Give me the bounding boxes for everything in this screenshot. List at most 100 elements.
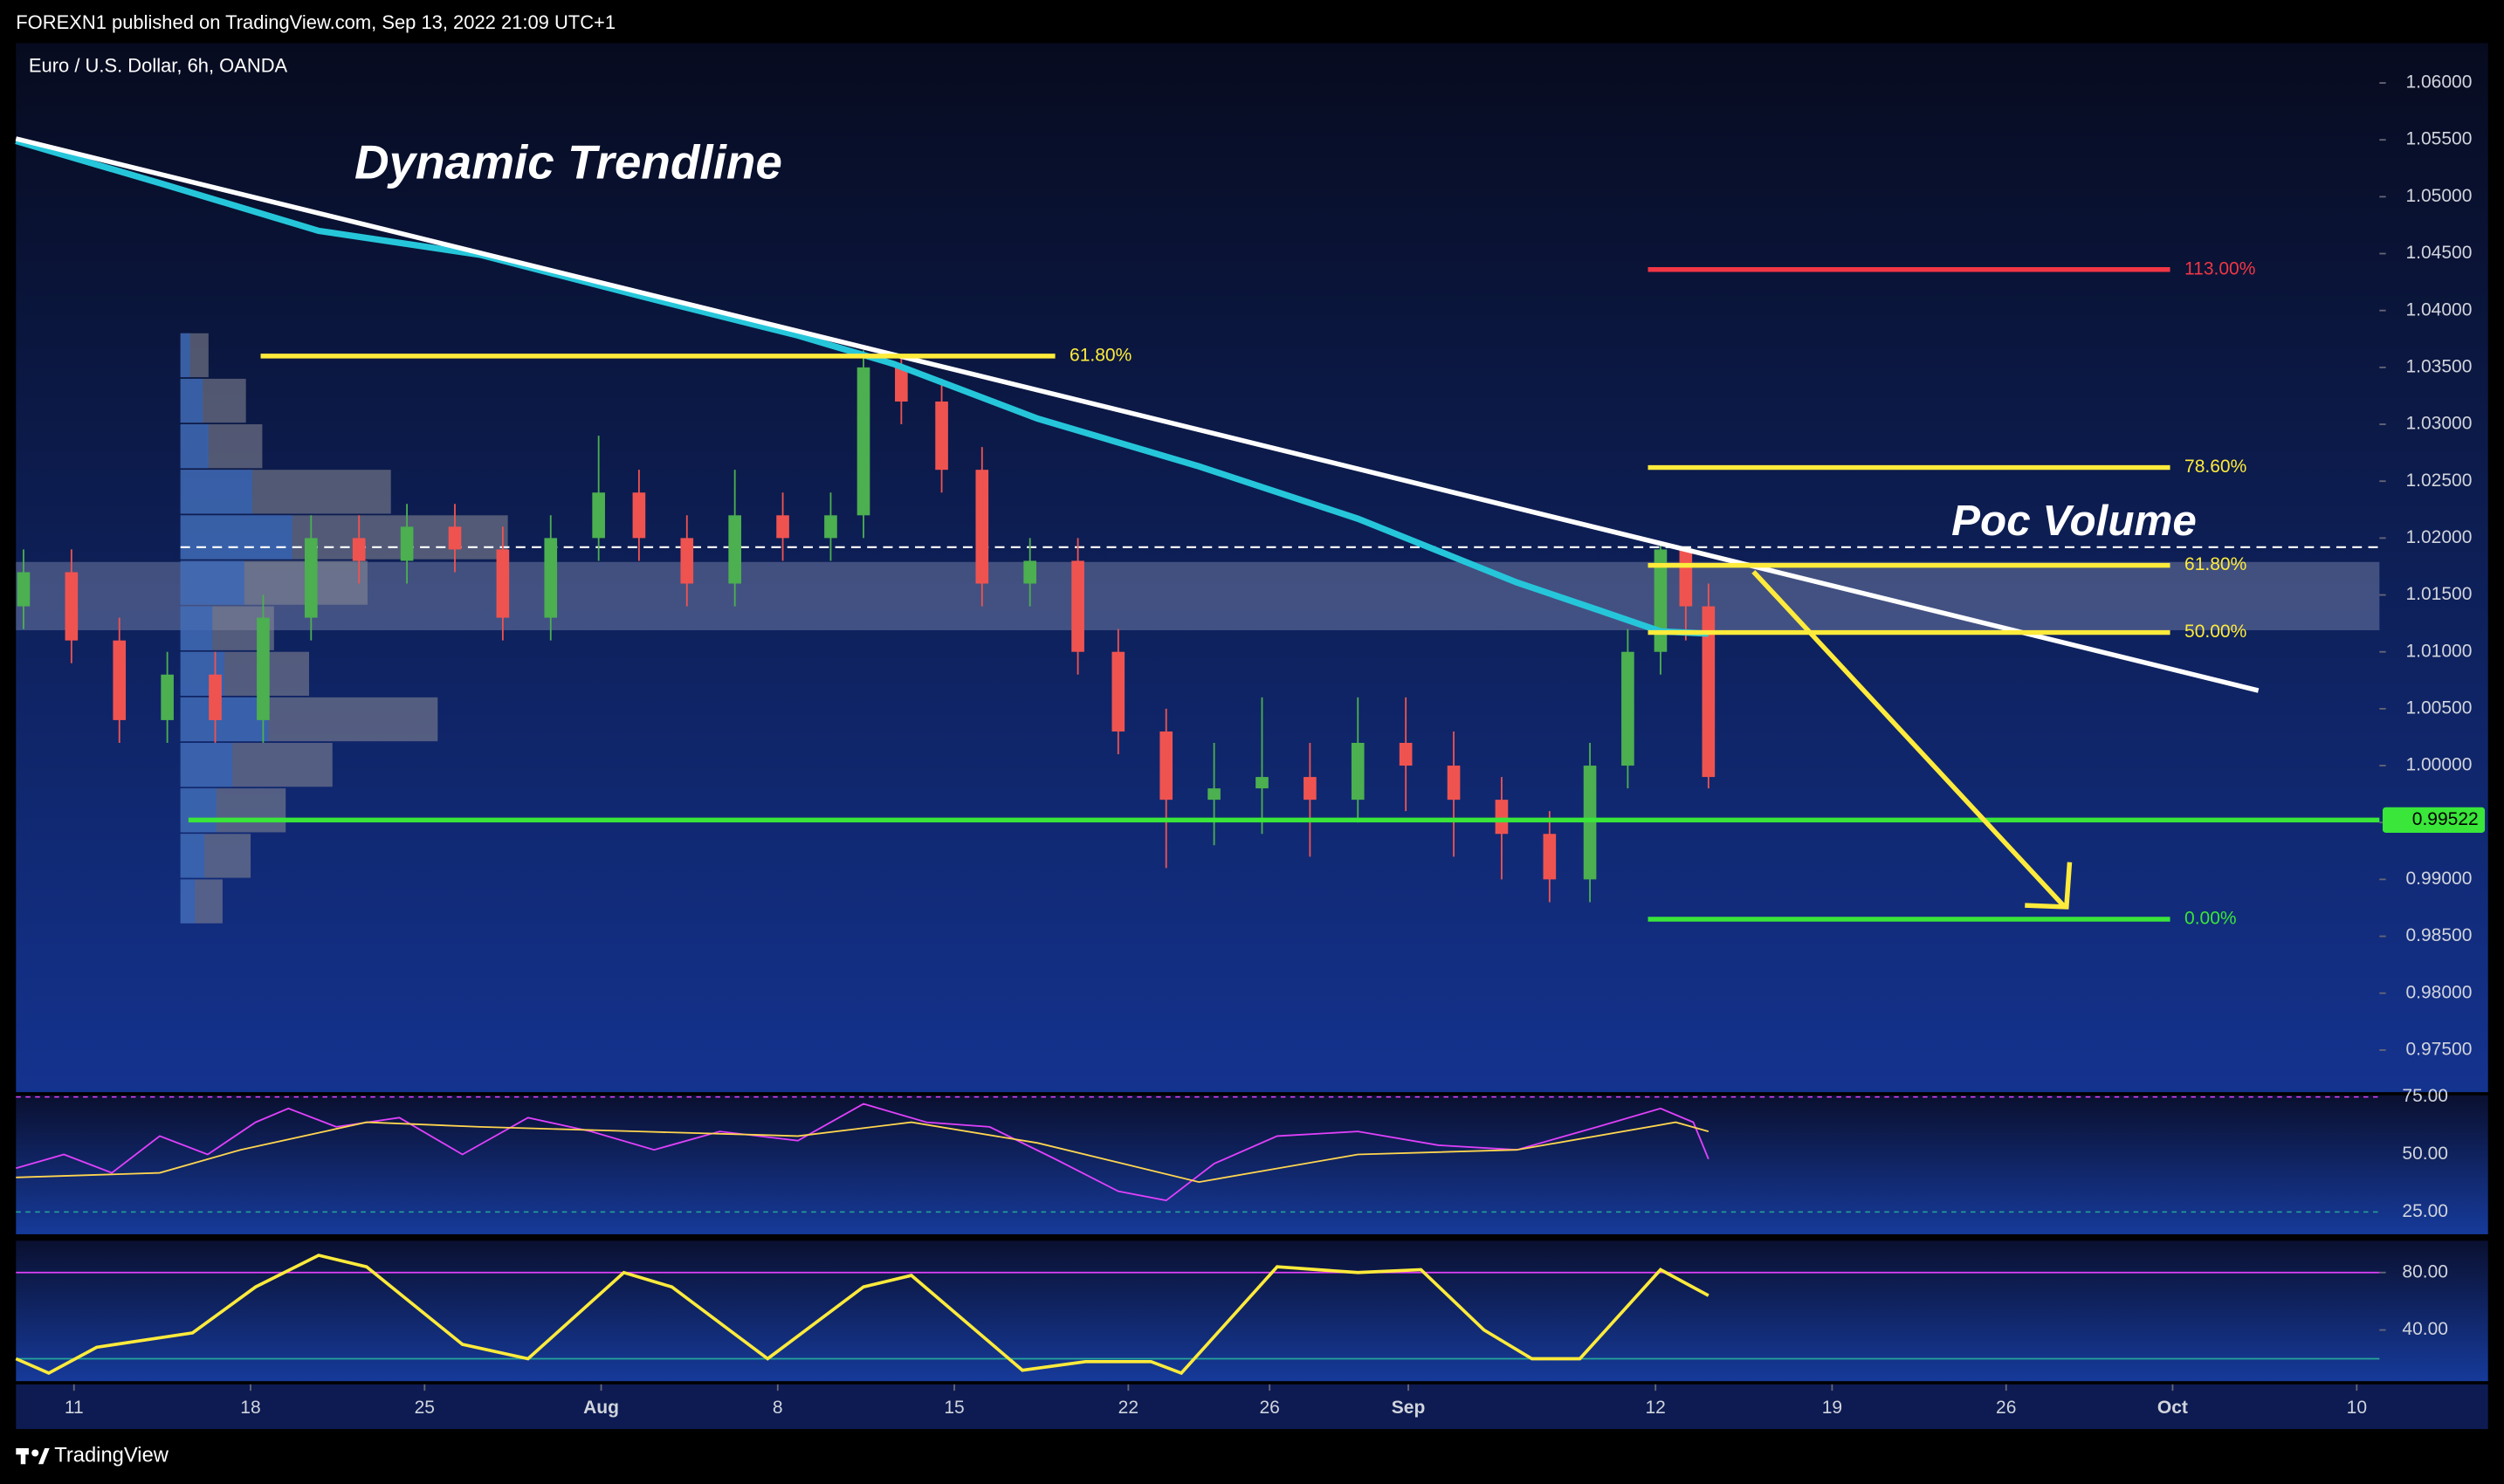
y-tick-label: 1.04000 bbox=[2405, 299, 2472, 319]
candle-body bbox=[1543, 834, 1557, 880]
y-tick-label: 0.98000 bbox=[2405, 982, 2472, 1002]
volume-row-blue bbox=[180, 697, 269, 742]
rsi-line bbox=[16, 1103, 1709, 1202]
price-label-bg bbox=[2382, 807, 2486, 833]
fib-label: 78.60% bbox=[2184, 457, 2246, 477]
candle-body bbox=[895, 367, 908, 402]
volume-row-blue bbox=[180, 378, 203, 423]
candle-body bbox=[592, 492, 605, 539]
x-tick-label: 22 bbox=[1118, 1398, 1138, 1418]
header: FOREXN1 published on TradingView.com, Se… bbox=[16, 11, 616, 33]
y-tick-label: 1.00000 bbox=[2405, 755, 2472, 775]
trendline bbox=[15, 136, 2260, 693]
rsi-line bbox=[16, 1121, 1709, 1184]
footer-brand: TradingView bbox=[54, 1443, 169, 1467]
candle-body bbox=[728, 515, 741, 584]
candle-body bbox=[1679, 549, 1693, 607]
forecast-arrow bbox=[1751, 569, 2073, 910]
y-tick-label: 0.98500 bbox=[2405, 925, 2472, 945]
x-tick-label: 18 bbox=[240, 1398, 260, 1418]
candle-body bbox=[1583, 766, 1597, 880]
y-tick-label: 1.03000 bbox=[2405, 414, 2472, 434]
x-tick-label: Aug bbox=[583, 1398, 619, 1418]
candle-body bbox=[632, 492, 646, 539]
x-tick-label: 12 bbox=[1645, 1398, 1665, 1418]
x-tick-label: 26 bbox=[1259, 1398, 1279, 1418]
candle-body bbox=[856, 367, 870, 516]
candle-body bbox=[113, 640, 127, 720]
volume-row-blue bbox=[180, 606, 213, 650]
stoch-tick-label: 80.00 bbox=[2402, 1261, 2448, 1281]
candle-body bbox=[1071, 560, 1084, 652]
fib-label: 61.80% bbox=[1070, 345, 1132, 365]
candle-body bbox=[209, 674, 222, 720]
candle-body bbox=[975, 470, 989, 584]
candle-body bbox=[1304, 777, 1317, 800]
candle-body bbox=[824, 515, 837, 539]
annotation: Poc Volume bbox=[1951, 497, 2197, 545]
volume-row-blue bbox=[180, 424, 209, 469]
y-tick-label: 1.03500 bbox=[2405, 356, 2472, 376]
candle-body bbox=[257, 617, 270, 720]
y-tick-label: 1.00500 bbox=[2405, 697, 2472, 718]
y-tick-label: 1.01500 bbox=[2405, 584, 2472, 604]
y-tick-label: 1.02500 bbox=[2405, 471, 2472, 491]
y-tick-label: 1.05000 bbox=[2405, 186, 2472, 206]
x-tick-label: Sep bbox=[1392, 1398, 1426, 1418]
rsi-pane bbox=[16, 1095, 2488, 1234]
rsi-tick-label: 50.00 bbox=[2402, 1144, 2448, 1164]
candle-body bbox=[1023, 560, 1037, 584]
candle-body bbox=[1447, 766, 1461, 800]
candle-body bbox=[161, 674, 174, 720]
candle-body bbox=[1255, 777, 1269, 789]
x-tick-label: 25 bbox=[415, 1398, 435, 1418]
candle-body bbox=[1702, 606, 1716, 778]
candle-body bbox=[1495, 800, 1509, 835]
candle-body bbox=[1621, 651, 1634, 766]
fib-label: 0.00% bbox=[2184, 909, 2237, 929]
volume-row-blue bbox=[180, 834, 205, 878]
candle-body bbox=[1207, 788, 1221, 800]
rsi-tick-label: 25.00 bbox=[2402, 1201, 2448, 1221]
candle-body bbox=[680, 538, 694, 584]
x-tick-label: 26 bbox=[1996, 1398, 2016, 1418]
y-tick-label: 1.04500 bbox=[2405, 243, 2472, 263]
ema-line bbox=[15, 137, 1709, 637]
volume-row-blue bbox=[180, 470, 252, 514]
candle-body bbox=[935, 401, 948, 471]
volume-row-blue bbox=[180, 515, 292, 560]
volume-row-blue bbox=[180, 560, 244, 605]
x-tick-label: 8 bbox=[773, 1398, 783, 1418]
candle-body bbox=[304, 538, 318, 618]
candle-body bbox=[1399, 742, 1413, 766]
rsi-tick-label: 75.00 bbox=[2402, 1086, 2448, 1106]
candle-body bbox=[352, 538, 366, 561]
x-tick-label: 15 bbox=[944, 1398, 964, 1418]
candle-body bbox=[448, 526, 462, 550]
candle-body bbox=[544, 538, 558, 618]
y-tick-label: 1.06000 bbox=[2405, 72, 2472, 93]
y-tick-label: 0.97500 bbox=[2405, 1039, 2472, 1059]
candle-body bbox=[1654, 549, 1668, 652]
volume-row-blue bbox=[180, 742, 233, 787]
candle-body bbox=[65, 572, 79, 641]
y-tick-label: 1.02000 bbox=[2405, 527, 2472, 547]
volume-row-blue bbox=[180, 879, 196, 924]
x-tick-label: 11 bbox=[65, 1398, 84, 1418]
value-area bbox=[16, 561, 2380, 630]
stoch-tick-label: 40.00 bbox=[2402, 1319, 2448, 1339]
candle-body bbox=[1351, 742, 1365, 800]
annotation: Dynamic Trendline bbox=[354, 135, 782, 189]
candle-body bbox=[1111, 651, 1125, 732]
stoch-line bbox=[15, 1254, 1709, 1376]
x-tick-label: Oct bbox=[2157, 1398, 2188, 1418]
time-axis bbox=[16, 1384, 2488, 1430]
candle-body bbox=[17, 572, 31, 607]
x-tick-label: 10 bbox=[2347, 1398, 2367, 1418]
candle-body bbox=[400, 526, 414, 561]
y-tick-label: 1.05500 bbox=[2405, 129, 2472, 149]
volume-row-blue bbox=[180, 788, 217, 833]
fib-label: 61.80% bbox=[2184, 554, 2246, 574]
volume-row-blue bbox=[180, 333, 190, 378]
